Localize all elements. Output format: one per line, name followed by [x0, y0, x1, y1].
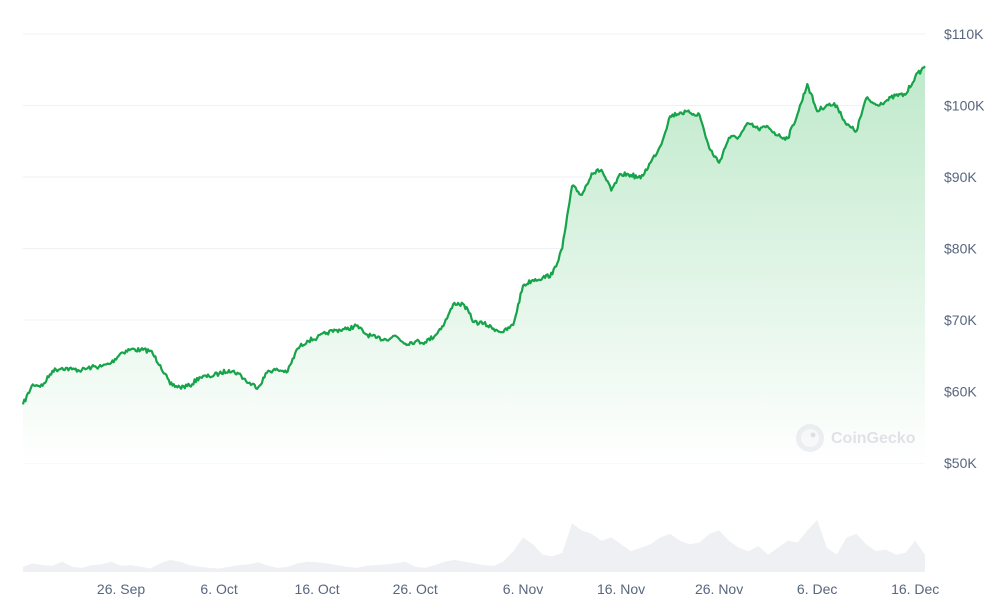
- x-axis: 26. Sep 6. Oct 16. Oct 26. Oct 6. Nov 16. Nov…: [97, 581, 939, 597]
- price-line: [21, 65, 926, 405]
- price-line-layer: [21, 65, 926, 405]
- x-tick-label: 16. Dec: [891, 581, 939, 597]
- y-tick-label: $110K: [944, 26, 984, 42]
- x-tick-label: 6. Dec: [797, 581, 837, 597]
- y-tick-label: $90K: [944, 169, 977, 185]
- y-tick-label: $100K: [944, 98, 985, 114]
- x-tick-label: 16. Oct: [295, 581, 340, 597]
- volume-area: [23, 520, 925, 572]
- y-tick-label: $60K: [944, 384, 977, 400]
- price-area: [23, 66, 925, 464]
- y-tick-label: $70K: [944, 312, 977, 328]
- x-tick-label: 6. Nov: [503, 581, 543, 597]
- x-tick-label: 26. Sep: [97, 581, 145, 597]
- x-tick-label: 16. Nov: [597, 581, 645, 597]
- gecko-face-icon: [801, 429, 819, 447]
- y-axis: $50K $60K $70K $80K $90K $100K $110K: [944, 26, 985, 471]
- coingecko-watermark: CoinGecko: [796, 424, 916, 452]
- x-tick-label: 26. Nov: [695, 581, 743, 597]
- volume-band: [23, 520, 925, 572]
- x-tick-label: 6. Oct: [200, 581, 237, 597]
- x-tick-label: 26. Oct: [393, 581, 438, 597]
- y-tick-label: $80K: [944, 241, 977, 257]
- watermark-text: CoinGecko: [831, 430, 916, 447]
- gecko-eye-icon: [810, 432, 816, 438]
- price-area-fill: [23, 66, 925, 464]
- y-tick-label: $50K: [944, 455, 977, 471]
